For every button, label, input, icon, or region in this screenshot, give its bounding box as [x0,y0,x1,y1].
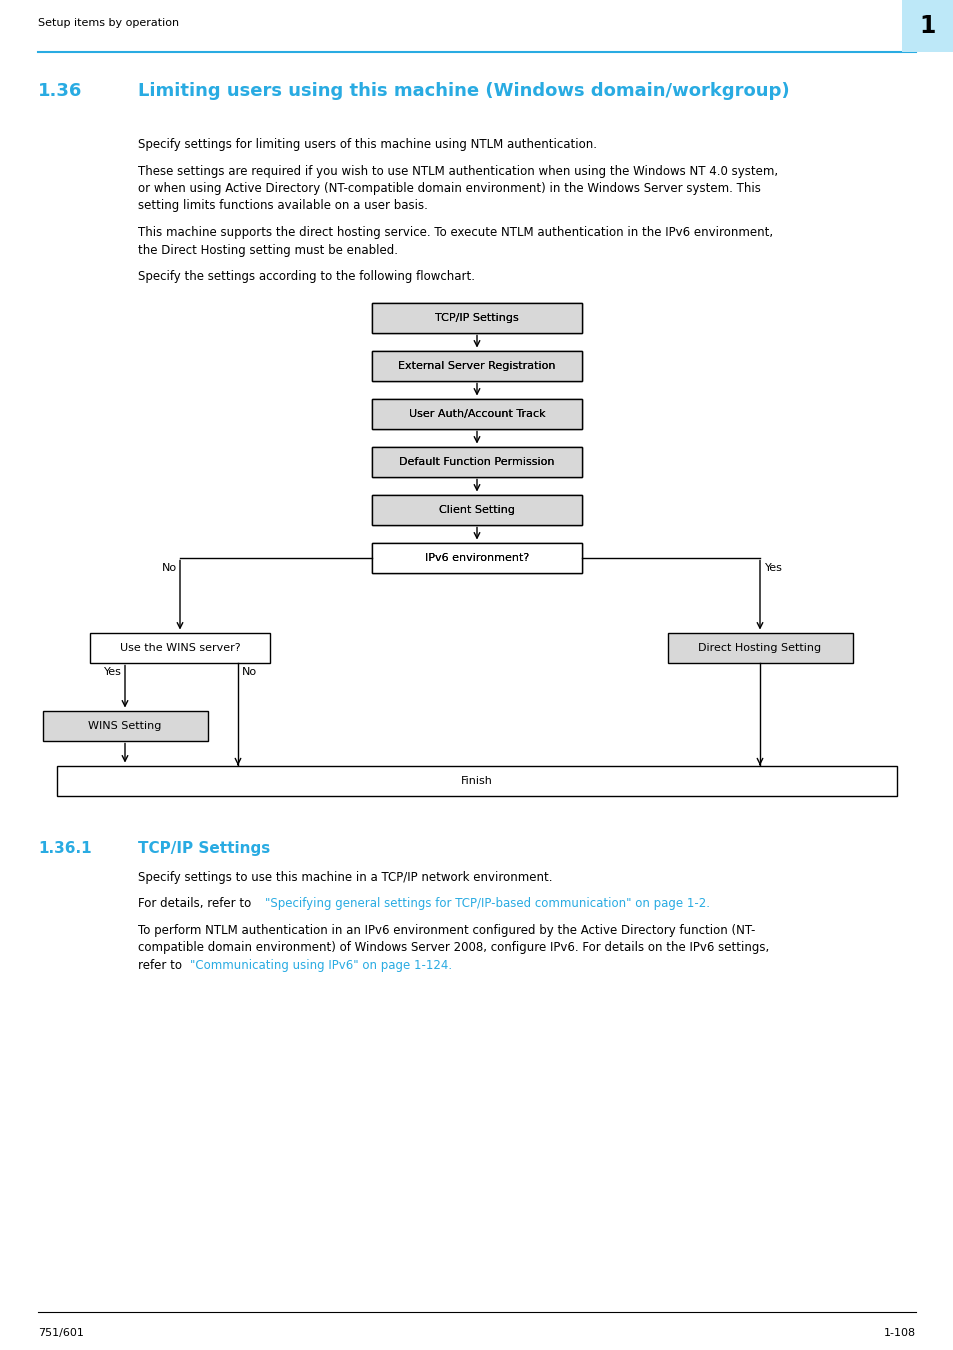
Text: Direct Hosting Setting: Direct Hosting Setting [698,643,821,652]
Text: 751/601: 751/601 [38,1328,84,1338]
Bar [372,543,581,572]
Text: TCP/IP Settings: TCP/IP Settings [435,312,518,323]
Text: These settings are required if you wish to use NTLM authentication when using th: These settings are required if you wish … [138,165,778,177]
Text: To perform NTLM authentication in an IPv6 environment configured by the Active D: To perform NTLM authentication in an IPv… [138,923,755,937]
Bar [372,398,581,428]
Text: No: No [162,563,177,572]
Text: Client Setting: Client Setting [438,505,515,514]
Bar [372,447,581,477]
Bar [901,0,953,53]
Bar [43,710,208,741]
Text: Default Function Permission: Default Function Permission [399,456,554,467]
Text: or when using Active Directory (NT-compatible domain environment) in the Windows: or when using Active Directory (NT-compa… [138,182,760,194]
Text: 1-108: 1-108 [882,1328,915,1338]
Text: TCP/IP Settings: TCP/IP Settings [138,841,270,856]
Text: Limiting users using this machine (Windows domain/workgroup): Limiting users using this machine (Windo… [138,82,789,100]
Text: No: No [242,667,257,676]
Text: WINS Setting: WINS Setting [89,721,161,730]
Text: Yes: Yes [764,563,782,572]
Text: "Specifying general settings for TCP/IP-based communication" on page 1-2.: "Specifying general settings for TCP/IP-… [265,896,709,910]
Text: User Auth/Account Track: User Auth/Account Track [408,409,545,418]
Bar [90,633,270,663]
Text: refer to: refer to [138,958,186,972]
Bar [372,351,581,381]
Text: External Server Registration: External Server Registration [397,360,556,370]
Bar [372,302,581,332]
Text: IPv6 environment?: IPv6 environment? [424,552,529,563]
Text: Finish: Finish [460,775,493,786]
Bar [372,494,581,525]
Text: setting limits functions available on a user basis.: setting limits functions available on a … [138,200,428,212]
Text: the Direct Hosting setting must be enabled.: the Direct Hosting setting must be enabl… [138,243,397,256]
Text: IPv6 environment?: IPv6 environment? [424,552,529,563]
Text: 1: 1 [919,14,935,38]
Bar [372,494,581,525]
Text: Default Function Permission: Default Function Permission [399,456,554,467]
Bar [372,398,581,428]
Text: TCP/IP Settings: TCP/IP Settings [435,312,518,323]
Bar [372,302,581,332]
Text: For details, refer to: For details, refer to [138,896,254,910]
Text: Use the WINS server?: Use the WINS server? [119,643,240,652]
Bar [667,633,852,663]
Text: User Auth/Account Track: User Auth/Account Track [408,409,545,418]
Text: Specify settings for limiting users of this machine using NTLM authentication.: Specify settings for limiting users of t… [138,138,597,151]
Text: 1.36: 1.36 [38,82,82,100]
Text: Specify the settings according to the following flowchart.: Specify the settings according to the fo… [138,270,475,284]
Text: Setup items by operation: Setup items by operation [38,18,179,28]
Text: Client Setting: Client Setting [438,505,515,514]
Text: "Communicating using IPv6" on page 1-124.: "Communicating using IPv6" on page 1-124… [190,958,452,972]
Text: External Server Registration: External Server Registration [397,360,556,370]
Bar [372,543,581,572]
Text: This machine supports the direct hosting service. To execute NTLM authentication: This machine supports the direct hosting… [138,225,772,239]
Bar [372,447,581,477]
Text: compatible domain environment) of Windows Server 2008, configure IPv6. For detai: compatible domain environment) of Window… [138,941,768,954]
Text: 1.36.1: 1.36.1 [38,841,91,856]
Bar [372,351,581,381]
Text: Yes: Yes [104,667,122,676]
Bar [57,765,896,795]
Text: Specify settings to use this machine in a TCP/IP network environment.: Specify settings to use this machine in … [138,871,552,883]
